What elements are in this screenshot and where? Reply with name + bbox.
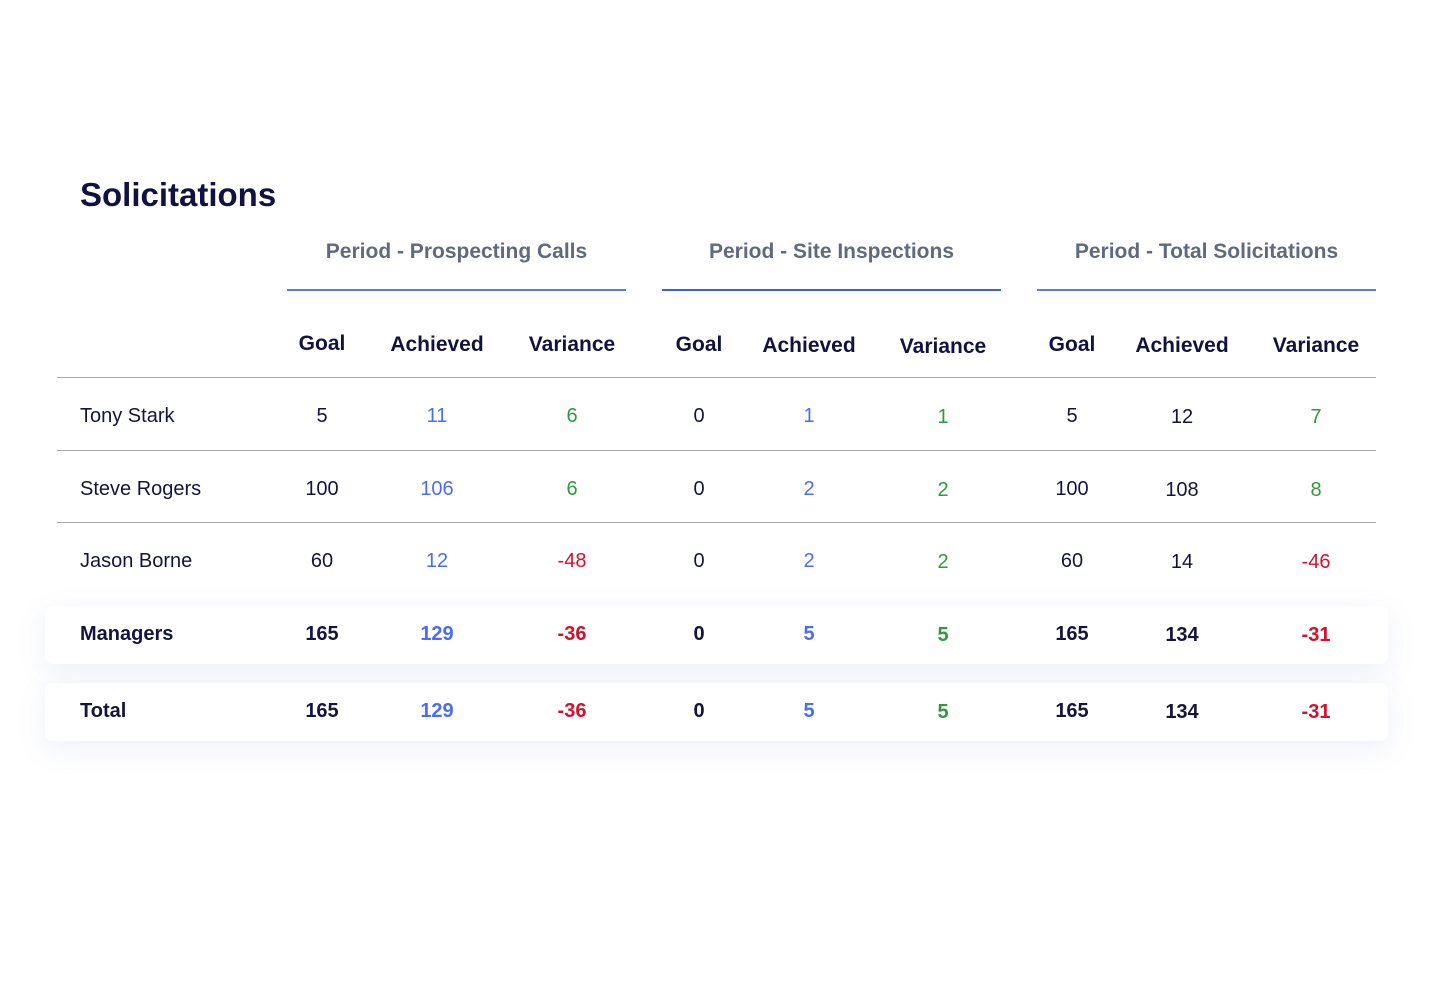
cell-goal: 5 — [316, 405, 328, 427]
cell-achieved: 2 — [803, 478, 815, 500]
page-title: Solicitations — [80, 176, 277, 213]
divider — [57, 522, 1376, 523]
column-header-goal[interactable]: Goal — [1048, 333, 1096, 356]
cell-variance: 7 — [1310, 406, 1322, 428]
cell-goal: 5 — [1066, 405, 1078, 427]
cell-variance: 8 — [1310, 479, 1322, 501]
cell-variance: -36 — [557, 623, 587, 645]
cell-variance: -31 — [1301, 624, 1331, 646]
column-header-goal[interactable]: Goal — [675, 333, 723, 356]
divider — [57, 450, 1376, 451]
cell-goal: 0 — [693, 700, 705, 722]
cell-goal: 60 — [1060, 550, 1084, 572]
group-underline — [662, 289, 1001, 291]
group-underline — [1037, 289, 1376, 291]
group-header-total-solicitations: Period - Total Solicitations — [1074, 240, 1339, 263]
cell-goal: 165 — [305, 623, 339, 645]
cell-achieved: 5 — [803, 700, 815, 722]
cell-achieved: 12 — [1170, 406, 1194, 428]
cell-achieved: 12 — [425, 550, 449, 572]
cell-variance: 2 — [937, 551, 949, 573]
cell-achieved: 1 — [803, 405, 815, 427]
cell-achieved: 134 — [1165, 624, 1199, 646]
cell-variance: -31 — [1301, 701, 1331, 723]
cell-goal: 100 — [305, 478, 339, 500]
total-row-card — [45, 683, 1388, 741]
cell-goal: 60 — [310, 550, 334, 572]
cell-achieved: 129 — [420, 700, 454, 722]
group-header-site-inspections: Period - Site Inspections — [708, 240, 955, 263]
column-header-achieved[interactable]: Achieved — [762, 334, 856, 357]
column-header-variance[interactable]: Variance — [1272, 334, 1360, 357]
cell-variance: -36 — [557, 700, 587, 722]
column-header-achieved[interactable]: Achieved — [1135, 334, 1229, 357]
cell-achieved: 134 — [1165, 701, 1199, 723]
managers-row-card — [45, 606, 1388, 664]
cell-goal: 165 — [1055, 700, 1089, 722]
cell-variance: -48 — [557, 550, 587, 572]
cell-achieved: 129 — [420, 623, 454, 645]
cell-achieved: 5 — [803, 623, 815, 645]
row-name: Total — [80, 700, 127, 722]
cell-variance: 6 — [566, 478, 578, 500]
cell-achieved: 2 — [803, 550, 815, 572]
cell-goal: 165 — [1055, 623, 1089, 645]
divider — [57, 377, 1376, 378]
cell-achieved: 106 — [420, 478, 454, 500]
column-header-achieved[interactable]: Achieved — [390, 333, 484, 356]
cell-variance: 6 — [566, 405, 578, 427]
cell-goal: 0 — [693, 623, 705, 645]
cell-achieved: 108 — [1165, 479, 1199, 501]
cell-goal: 0 — [693, 405, 705, 427]
cell-variance: 5 — [937, 624, 949, 646]
cell-variance: 5 — [937, 701, 949, 723]
row-name: Tony Stark — [80, 405, 175, 427]
cell-variance: 1 — [937, 406, 949, 428]
row-name: Managers — [80, 623, 174, 645]
column-header-variance[interactable]: Variance — [528, 333, 616, 356]
cell-goal: 0 — [693, 550, 705, 572]
row-name: Steve Rogers — [80, 478, 202, 500]
cell-goal: 100 — [1055, 478, 1089, 500]
cell-variance: 2 — [937, 479, 949, 501]
cell-goal: 0 — [693, 478, 705, 500]
cell-variance: -46 — [1301, 551, 1331, 573]
group-underline — [287, 289, 626, 291]
row-name: Jason Borne — [80, 550, 193, 572]
column-header-variance[interactable]: Variance — [899, 335, 987, 358]
cell-achieved: 14 — [1170, 551, 1194, 573]
group-header-prospecting-calls: Period - Prospecting Calls — [325, 240, 588, 263]
cell-goal: 165 — [305, 700, 339, 722]
cell-achieved: 11 — [426, 405, 448, 427]
column-header-goal[interactable]: Goal — [298, 332, 346, 355]
